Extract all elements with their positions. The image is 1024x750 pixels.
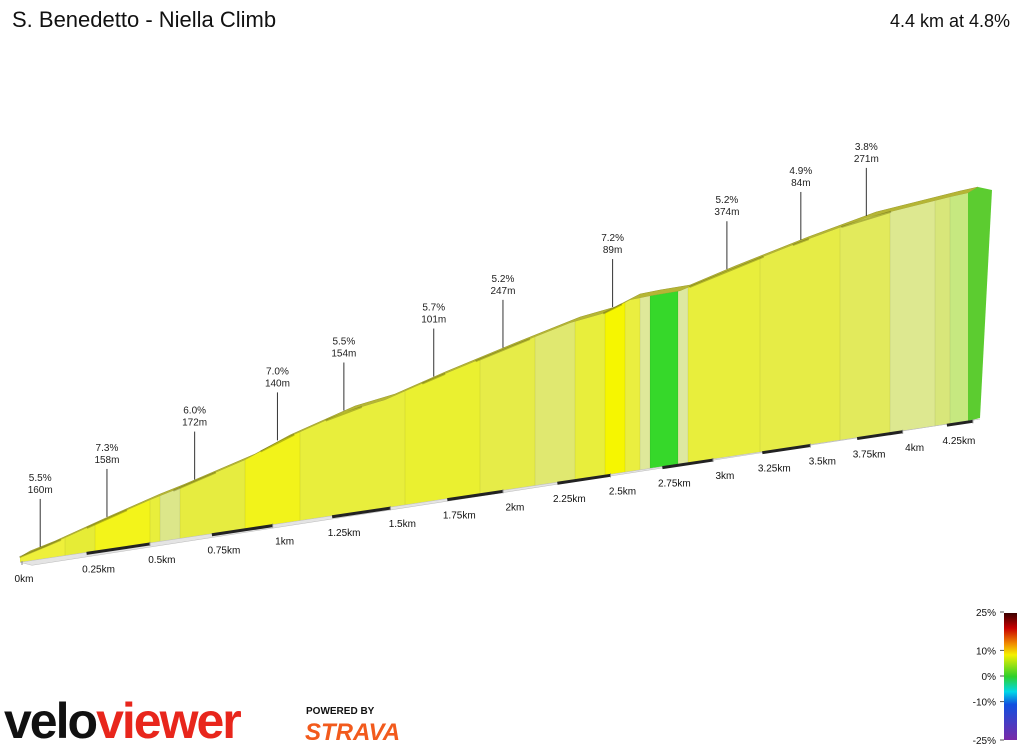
profile-face [20,193,968,563]
length-label: 374m [714,207,739,218]
x-tick-label: 2km [506,502,525,513]
gradient-slice [479,193,536,563]
gradient-label: 5.2% [492,274,515,285]
gradient-slice [20,193,66,563]
gradient-label: 5.7% [422,303,445,314]
logo-viewer: viewer [96,693,241,749]
gradient-slice [94,193,151,563]
length-label: 140m [265,378,290,389]
gradient-slice [534,193,576,563]
gradient-label: 7.3% [96,443,119,454]
length-label: 89m [603,245,622,256]
segment-highlight [19,538,62,559]
segment-highlight [602,303,623,315]
x-tick-label: 1.25km [328,528,361,539]
scale-label: -25% [973,736,996,747]
color-scale-bar [1004,613,1017,740]
gradient-slice [649,193,679,563]
gradient-label: 4.9% [789,166,812,177]
logo: veloviewer [4,693,241,749]
x-tick-label: 4.25km [942,436,975,447]
x-tick-label: 3.25km [758,464,791,475]
x-tick-label: 3km [716,471,735,482]
gradient-label: 7.0% [266,366,289,377]
segment-highlight [792,238,810,247]
segment-highlight [840,210,892,229]
profile-end [968,187,992,422]
axis-dash [86,542,151,555]
logo-velo: velo [4,693,97,749]
profile [19,186,992,563]
length-label: 247m [490,286,515,297]
gradient-slice [604,193,626,563]
x-tick-label: 3.75km [853,450,886,461]
scale-label: -10% [973,698,996,709]
gradient-slice [677,193,689,563]
segment-highlight [325,406,363,422]
segment-highlight [86,509,128,529]
x-tick-label: 0.25km [82,564,115,575]
x-tick-label: 1.5km [389,519,416,530]
length-label: 271m [854,154,879,165]
gradient-slice [759,193,841,563]
gradient-slice [64,193,96,563]
axis-dash [211,524,273,537]
x-tick-label: 1.75km [443,511,476,522]
annotations: 5.5%160m7.3%158m6.0%172m7.0%140m5.5%154m… [19,142,892,559]
gradient-label: 5.5% [29,473,52,484]
summary: 4.4 km at 4.8% [890,11,1010,31]
gradient-slice [639,193,651,563]
x-tick-label: 2.75km [658,479,691,490]
length-label: 84m [791,178,810,189]
x-tick-label: 4km [905,443,924,454]
axis-dash [662,458,714,470]
length-label: 158m [94,455,119,466]
length-label: 172m [182,418,207,429]
x-tick-label: 0km [15,574,34,585]
axis-dash [762,444,811,455]
gradient-slice [159,193,181,563]
length-label: 101m [421,315,446,326]
gradient-label: 7.2% [601,233,624,244]
segment-highlight [260,433,295,453]
x-tick-label: 0.5km [148,555,175,566]
length-label: 154m [331,349,356,360]
axis-dash [331,506,391,519]
segment-highlight [421,372,446,385]
powered-by: POWERED BY [306,706,375,717]
title: S. Benedetto - Niella Climb [12,7,276,32]
x-tick-label: 1km [275,537,294,548]
color-scale: 25% 10% 0% -10% -25% [973,608,1004,747]
gradient-slice [149,193,161,563]
x-tick-label: 0.75km [207,546,240,557]
scale-label: 10% [976,646,996,657]
axis-dash [447,489,504,502]
gradient-label: 5.5% [332,337,355,348]
segment-highlight [475,338,531,363]
gradient-slice [934,193,951,563]
x-tick-label: 3.5km [809,457,836,468]
gradient-label: 6.0% [183,406,206,417]
gradient-slice [574,193,606,563]
segment-highlight [689,255,765,288]
x-axis: 0km 0.25km 0.5km 0.75km 1km 1.25km 1.5km 1.75km… [15,418,981,585]
length-label: 160m [28,485,53,496]
strava: STRAVA [305,719,400,746]
segment-highlight [172,471,217,492]
gradient-slice [949,193,968,563]
x-tick-label: 2.5km [609,486,636,497]
gradient-slice [624,193,641,563]
gradient-slice [889,193,936,563]
gradient-label: 5.2% [716,195,739,206]
axis-dash [946,419,974,427]
gradient-label: 3.8% [855,142,878,153]
axis-dash [557,473,611,485]
x-tick-label: 2.25km [553,494,586,505]
scale-label: 0% [982,672,997,683]
scale-label: 25% [976,608,996,619]
axis-dash [856,430,903,441]
